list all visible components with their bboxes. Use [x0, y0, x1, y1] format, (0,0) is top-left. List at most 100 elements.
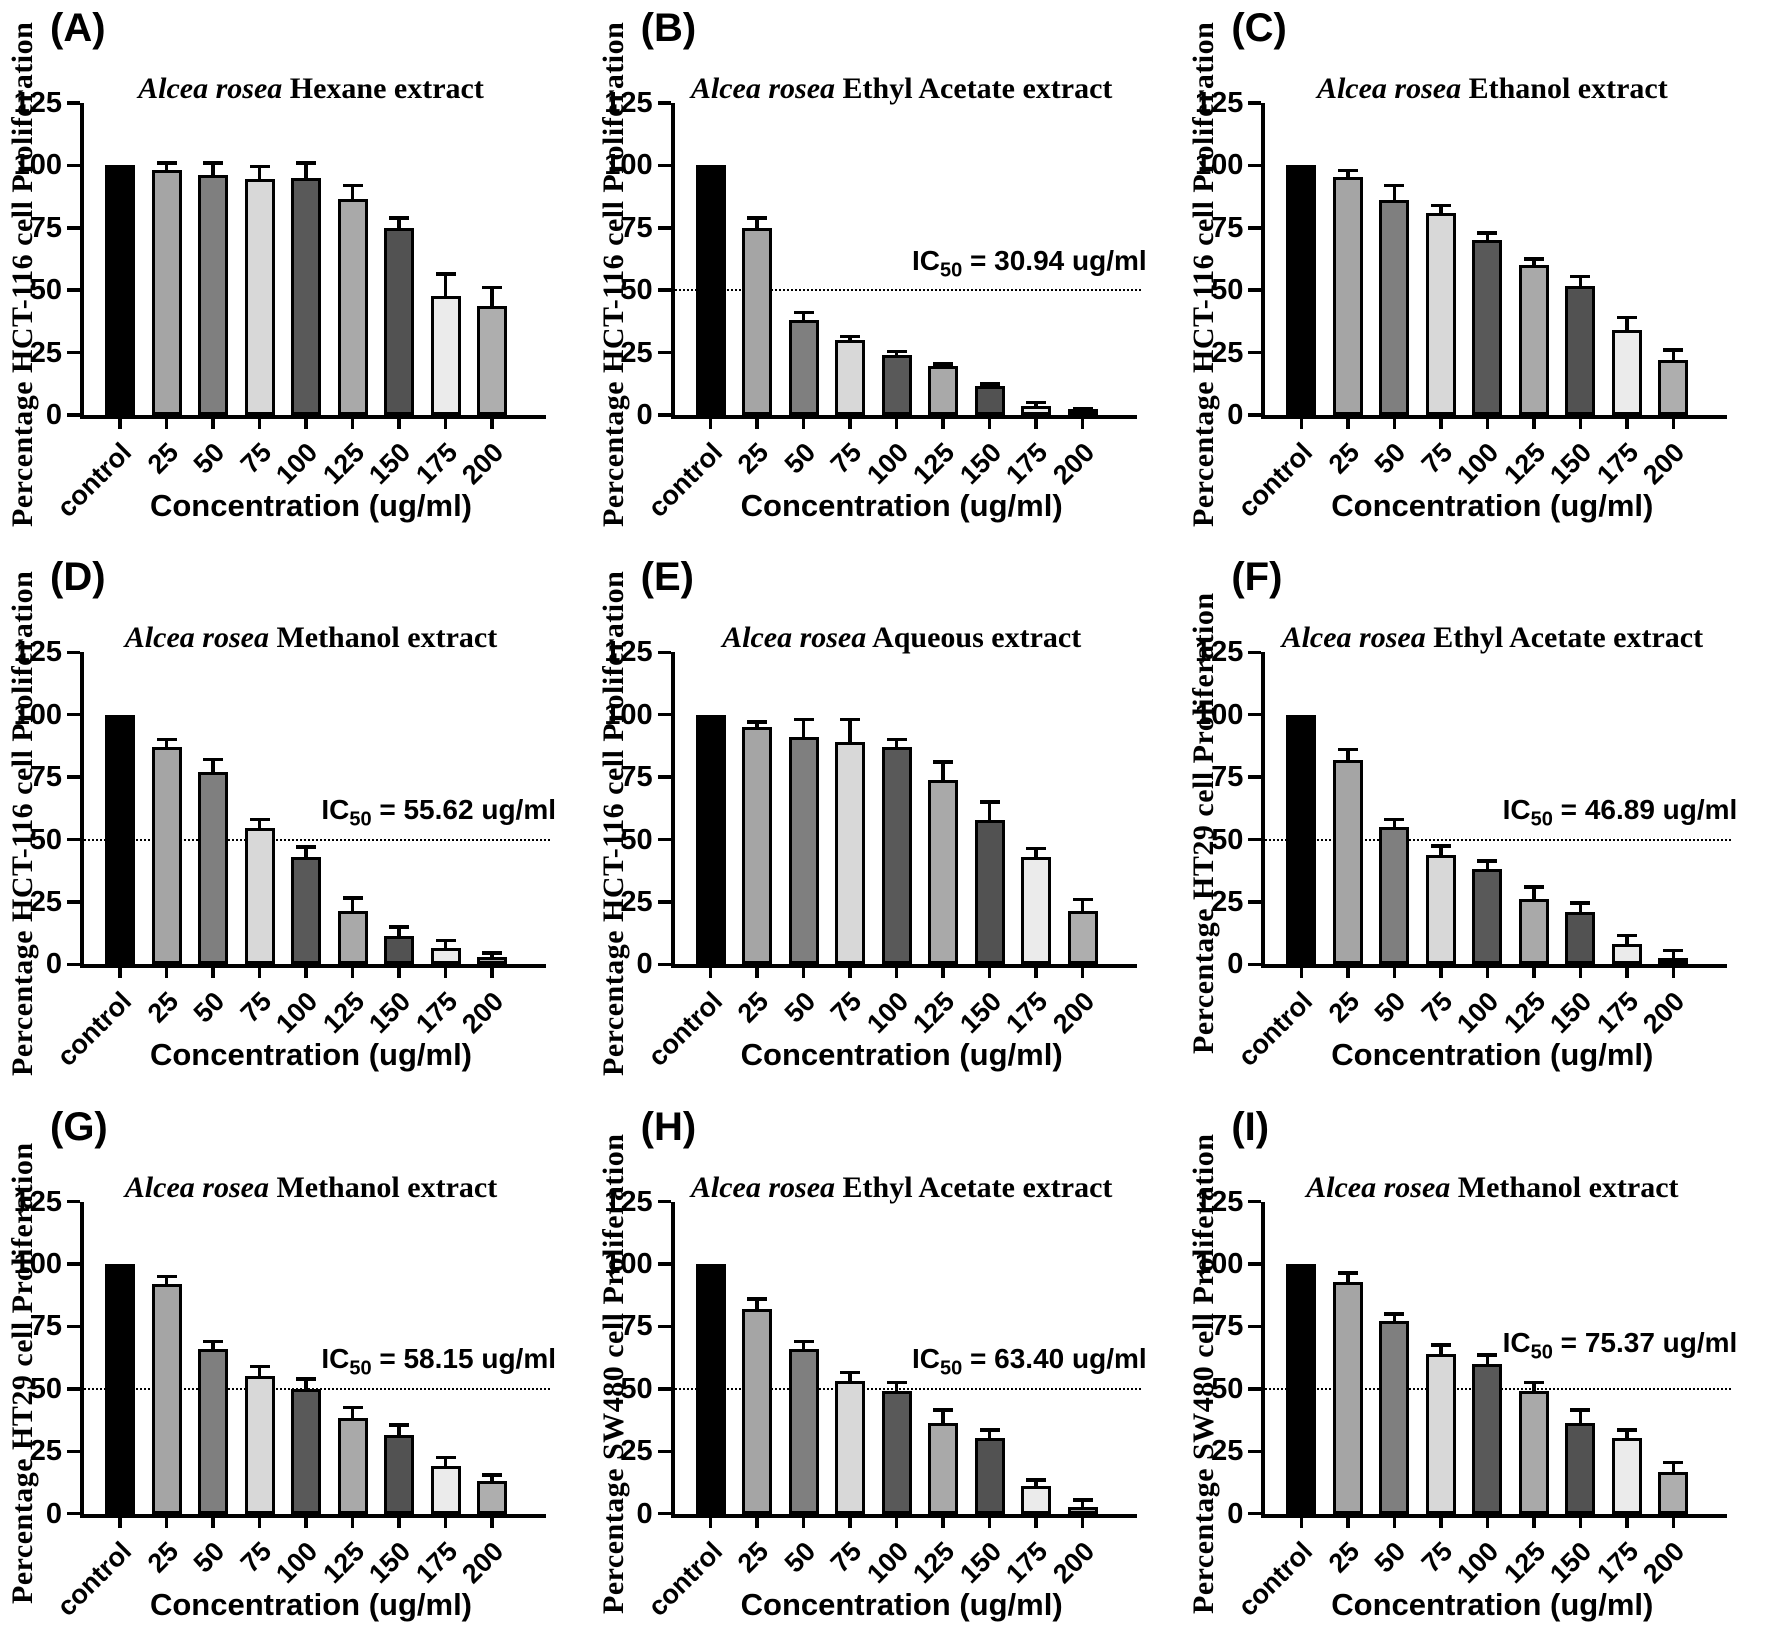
y-tick-mark-0	[67, 1511, 80, 1516]
error-bar-cap-150	[389, 1423, 409, 1427]
error-bar-whisker-125	[350, 1407, 355, 1420]
chart-title: Alcea rosea Methanol extract	[1257, 1171, 1727, 1205]
x-axis-label: Concentration (ug/ml)	[740, 1586, 1063, 1622]
error-bar-whisker-125	[1532, 886, 1536, 902]
error-bar-whisker-200	[1080, 1499, 1085, 1510]
x-tick-mark-control	[118, 419, 122, 429]
y-tick-mark-25	[67, 900, 80, 904]
plot-area: 0 25 50 75 100 125 IC50 = 55.62 ug/ml	[14, 636, 556, 980]
ic50-value: = 75.37 ug/ml	[1552, 1327, 1738, 1359]
y-tick-mark-75	[67, 226, 80, 230]
y-tick-mark-100	[1248, 712, 1262, 717]
bar-100	[881, 747, 912, 965]
x-tick-mark-75	[848, 419, 852, 429]
bar-50	[198, 772, 228, 965]
y-tick-label-50: 50	[620, 274, 653, 307]
y-tick-mark-25	[67, 1449, 80, 1453]
error-bar-cap-100	[886, 737, 907, 742]
error-bar-cap-75	[1430, 203, 1451, 208]
error-bar-whisker-25	[1346, 170, 1350, 179]
x-tick-mark-150	[397, 968, 401, 979]
panel-b: (B) Percentage HCT-116 cell Proliferation…	[591, 0, 1181, 549]
chart-title: Alcea rosea Methanol extract	[76, 621, 546, 655]
chart-title-species: Alcea rosea	[690, 72, 836, 105]
y-tick-mark-75	[67, 1324, 80, 1329]
error-bar-whisker-150	[1578, 1410, 1583, 1425]
error-bar-whisker-175	[443, 940, 448, 951]
error-bar-cap-200	[1072, 897, 1093, 902]
error-bar-whisker-25	[1346, 1272, 1350, 1284]
x-tick-mark-100	[304, 968, 308, 979]
bar-175	[430, 948, 461, 965]
ic50-value: = 63.40 ug/ml	[962, 1343, 1147, 1375]
bar-control	[695, 1264, 726, 1514]
y-tick-mark-75	[1248, 1324, 1262, 1329]
x-tick-mark-75	[257, 968, 262, 979]
bar-125	[337, 1417, 368, 1514]
bar-150	[384, 227, 414, 415]
error-bar-cap-150	[389, 925, 409, 929]
bar-150	[1565, 1422, 1596, 1514]
y-tick-label-75: 75	[1211, 1310, 1244, 1343]
x-tick-mark-25	[755, 419, 759, 429]
y-tick-mark-0	[657, 962, 671, 967]
bar-75	[244, 179, 275, 415]
y-tick-mark-125	[657, 101, 671, 105]
chart-title-extract: Methanol extract	[268, 621, 498, 655]
bar-175	[1611, 1437, 1642, 1514]
x-tick-mark-200	[1671, 968, 1676, 979]
error-bar-cap-150	[1570, 274, 1591, 279]
error-bar-cap-200	[482, 285, 502, 290]
error-bar-whisker-150	[397, 217, 401, 230]
x-tick-mark-150	[1578, 968, 1583, 979]
error-bar-whisker-175	[1034, 848, 1038, 860]
x-tick-mark-75	[257, 1517, 262, 1528]
error-bar-whisker-50	[211, 1341, 215, 1351]
bar-75	[835, 742, 866, 965]
chart-title-species: Alcea rosea	[690, 1170, 836, 1204]
panel-letter-a: (A)	[50, 6, 106, 50]
error-bar-cap-100	[296, 845, 316, 849]
chart-title-species: Alcea rosea	[138, 72, 283, 105]
y-tick-mark-100	[67, 163, 80, 168]
x-tick-mark-50	[211, 968, 215, 979]
error-bar-cap-75	[840, 1370, 861, 1375]
y-tick-mark-0	[1248, 962, 1262, 967]
error-bar-cap-125	[933, 1408, 954, 1412]
error-bar-cap-25	[1337, 747, 1358, 752]
error-bar-cap-175	[1616, 933, 1637, 938]
error-bar-cap-125	[933, 760, 954, 764]
y-tick-label-25: 25	[29, 1435, 62, 1468]
ic50-subscript: 50	[939, 259, 963, 282]
chart-title: Alcea rosea Aqueous extract	[667, 621, 1137, 655]
x-tick-mark-200	[1080, 419, 1085, 429]
chart-title-extract: Aqueous extract	[866, 621, 1082, 655]
y-tick-label-100: 100	[13, 1248, 62, 1281]
panel-g: (G) Percentage HT29 cell Proliferation Alc…	[0, 1099, 590, 1648]
chart-title-extract: Methanol extract	[1450, 1170, 1679, 1204]
panel-letter-h: (H)	[640, 1104, 697, 1149]
panel-letter-b: (B)	[640, 6, 697, 50]
ic50-dotted-line	[674, 289, 1141, 292]
bar-75	[244, 1376, 275, 1514]
error-bar-cap-50	[793, 310, 814, 315]
y-tick-label-25: 25	[620, 885, 653, 918]
x-axis-label: Concentration (ug/ml)	[740, 488, 1063, 523]
error-bar-cap-25	[747, 720, 768, 724]
x-tick-mark-125	[350, 419, 355, 429]
y-tick-mark-75	[657, 1324, 671, 1329]
bar-125	[1518, 265, 1549, 415]
error-bar-whisker-100	[894, 1382, 899, 1394]
ic50-subscript: 50	[1530, 1341, 1553, 1364]
panel-letter-g: (G)	[50, 1104, 108, 1149]
y-tick-mark-25	[657, 1449, 671, 1453]
error-bar-cap-50	[793, 717, 814, 722]
error-bar-cap-75	[840, 334, 861, 339]
chart-title-species: Alcea rosea	[124, 621, 269, 655]
ic50-subscript: 50	[1530, 808, 1553, 831]
x-axis-label: Concentration (ug/ml)	[149, 1586, 473, 1622]
ic50-subscript: 50	[939, 1357, 963, 1380]
y-tick-label-100: 100	[1194, 1248, 1244, 1281]
error-bar-cap-175	[1616, 1428, 1637, 1432]
panel-d: (D) Percentage HCT-116 cell Proliferation…	[0, 549, 590, 1098]
